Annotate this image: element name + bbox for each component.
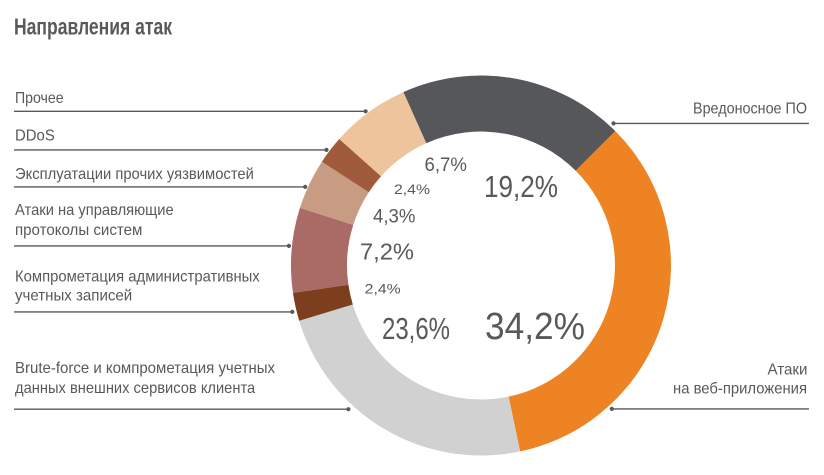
svg-text:6,7%: 6,7% — [425, 155, 467, 176]
svg-text:19,2%: 19,2% — [484, 170, 558, 204]
svg-text:на веб-приложения: на веб-приложения — [673, 381, 807, 398]
svg-text:учетных записей: учетных записей — [15, 288, 132, 305]
svg-text:Эксплуатации прочих уязвимосте: Эксплуатации прочих уязвимостей — [15, 166, 254, 183]
svg-text:Вредоносное ПО: Вредоносное ПО — [693, 100, 807, 117]
svg-text:данных внешних сервисов клиент: данных внешних сервисов клиента — [15, 380, 255, 397]
svg-text:7,2%: 7,2% — [360, 238, 414, 264]
svg-text:2,4%: 2,4% — [365, 281, 401, 296]
svg-text:Прочее: Прочее — [15, 90, 64, 107]
svg-text:2,4%: 2,4% — [394, 182, 430, 197]
svg-text:Атаки на управляющие: Атаки на управляющие — [15, 202, 174, 219]
svg-text:23,6%: 23,6% — [382, 312, 450, 346]
svg-text:4,3%: 4,3% — [373, 206, 415, 227]
svg-text:34,2%: 34,2% — [485, 306, 585, 348]
svg-text:Brute-force и компрометация уч: Brute-force и компрометация учетных — [15, 360, 275, 377]
svg-text:Атаки: Атаки — [768, 361, 808, 378]
svg-text:Компрометация административных: Компрометация административных — [15, 269, 260, 286]
svg-text:протоколы систем: протоколы систем — [15, 222, 142, 239]
svg-text:Направления атак: Направления атак — [14, 14, 172, 40]
svg-text:DDoS: DDoS — [15, 127, 55, 144]
